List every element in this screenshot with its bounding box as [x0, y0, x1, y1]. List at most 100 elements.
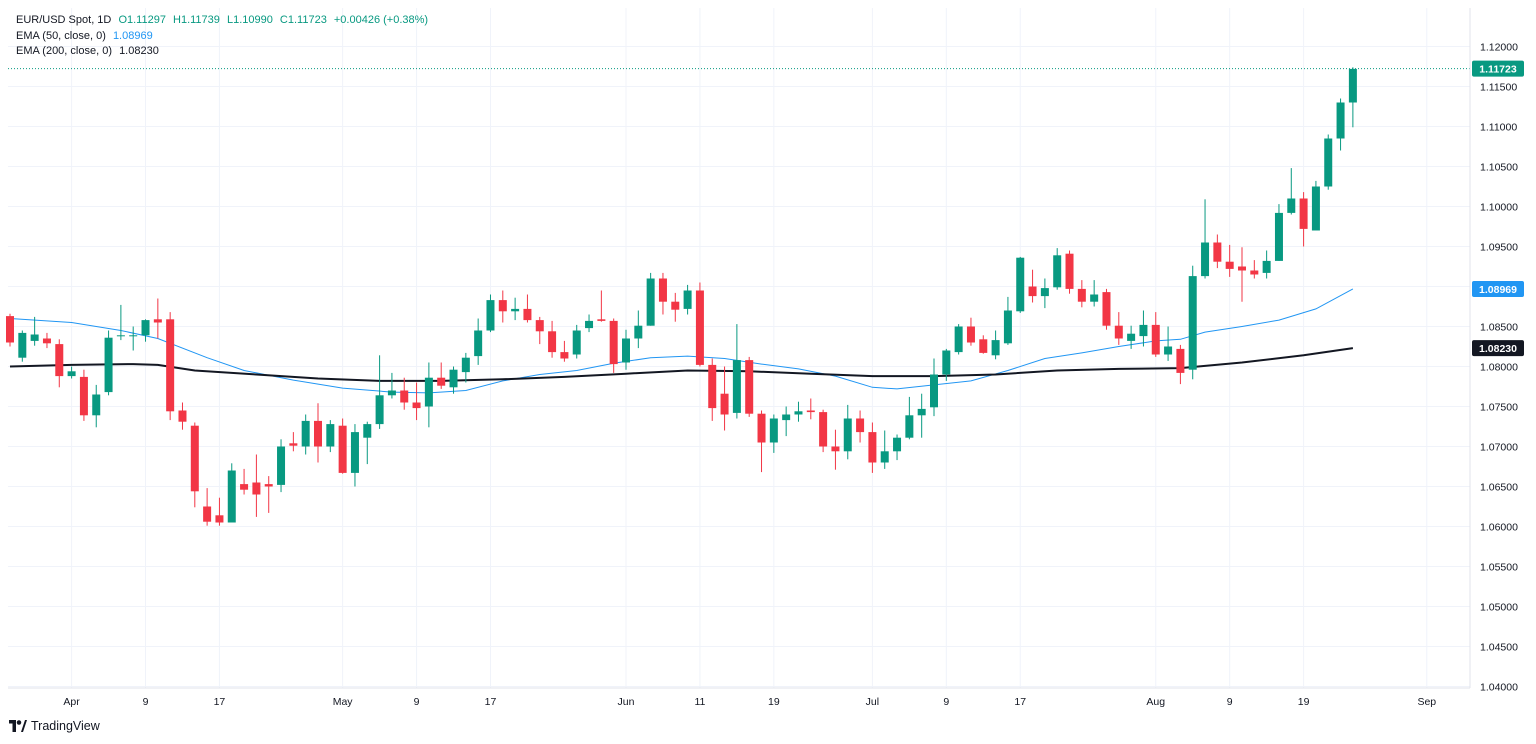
- candle-body: [1336, 102, 1345, 139]
- candle-body: [646, 278, 655, 326]
- candle-body: [732, 360, 741, 413]
- x-tick-label: 19: [1298, 696, 1310, 708]
- legend-open: O1.11297: [118, 14, 166, 26]
- candle-body: [683, 290, 692, 309]
- candle-body: [277, 446, 286, 485]
- candle-body: [498, 300, 507, 312]
- candles: [6, 67, 1357, 526]
- legend-ohlc-row[interactable]: EUR/USD Spot, 1D O1.11297 H1.11739 L1.10…: [16, 13, 428, 29]
- candle-body: [1127, 333, 1136, 341]
- candle-up: [1003, 296, 1012, 345]
- candle-up: [942, 348, 951, 381]
- candle-body: [523, 308, 532, 321]
- candle-body: [1287, 198, 1296, 213]
- candle-body: [622, 338, 630, 363]
- candle-body: [966, 326, 975, 343]
- candle-body: [548, 331, 557, 353]
- candle-body: [437, 377, 446, 386]
- candle-body: [1053, 255, 1062, 288]
- candle-down: [1250, 260, 1259, 279]
- x-tick-label: 17: [1014, 696, 1026, 708]
- candle-down: [289, 432, 298, 452]
- candle-body: [917, 408, 926, 416]
- y-tick-label: 1.12000: [1480, 42, 1518, 54]
- candle-down: [560, 340, 569, 362]
- badge-last-price: 1.11723: [1472, 60, 1524, 77]
- legend-ema50-row[interactable]: EMA (50, close, 0) 1.08969: [16, 29, 428, 45]
- candle-body: [215, 515, 224, 523]
- candle-up: [1336, 98, 1345, 151]
- candle-body: [708, 364, 717, 409]
- candle-body: [868, 432, 877, 463]
- candle-down: [1299, 192, 1308, 247]
- candle-up: [227, 463, 236, 523]
- candle-body: [67, 371, 76, 377]
- candle-down: [1028, 269, 1037, 303]
- badge-ema200: 1.08230: [1472, 340, 1524, 357]
- candle-body: [1274, 212, 1283, 261]
- candle-body: [658, 278, 667, 302]
- candle-down: [671, 292, 680, 322]
- candle-up: [954, 324, 963, 355]
- candle-body: [240, 484, 249, 490]
- y-tick-label: 1.11000: [1480, 122, 1517, 134]
- candle-down: [314, 403, 322, 463]
- candle-body: [609, 320, 618, 365]
- y-tick-label: 1.06500: [1480, 482, 1518, 494]
- candle-down: [55, 339, 64, 388]
- candle-up: [511, 297, 520, 321]
- candle-down: [166, 312, 175, 421]
- tradingview-logo-text: TradingView: [31, 719, 100, 733]
- candle-body: [905, 415, 914, 438]
- candle-down: [498, 290, 507, 323]
- candle-body: [671, 301, 680, 310]
- candle-body: [843, 418, 852, 452]
- candle-body: [1102, 292, 1111, 326]
- candle-body: [1065, 253, 1074, 289]
- legend-ema50-label: EMA (50, close, 0): [16, 29, 106, 42]
- y-tick-label: 1.10500: [1480, 162, 1518, 174]
- badge-ema200-bg: [1472, 340, 1524, 357]
- candle-body: [252, 482, 261, 495]
- candle-body: [314, 420, 322, 447]
- candle-up: [769, 414, 778, 453]
- candle-down: [548, 320, 557, 358]
- ema200-line: [9, 347, 1354, 382]
- ema-lines: [9, 288, 1354, 394]
- candle-body: [782, 414, 791, 421]
- candle-body: [227, 470, 236, 523]
- candle-body: [1324, 138, 1333, 187]
- y-tick-label: 1.05000: [1480, 602, 1518, 614]
- candle-up: [683, 284, 692, 315]
- legend-high: H1.11739: [173, 14, 220, 26]
- candle-down: [609, 318, 618, 373]
- candle-down: [79, 369, 88, 421]
- legend-change: +0.00426 (+0.38%): [333, 14, 429, 26]
- candle-down: [437, 362, 446, 389]
- y-tick-label: 1.11500: [1480, 82, 1517, 94]
- x-tick-label: Sep: [1417, 696, 1436, 708]
- x-tick-label: 9: [943, 696, 949, 708]
- candle-body: [1090, 294, 1099, 302]
- candle-down: [831, 429, 840, 470]
- candle-down: [1151, 312, 1160, 357]
- x-tick-label: Apr: [63, 696, 80, 708]
- legend-close: C1.11723: [279, 14, 327, 26]
- badge-ema50-bg: [1472, 280, 1524, 297]
- candle-body: [991, 340, 1000, 356]
- axes: 1.04000 1.04500 1.05000 1.05500 1.06000 1.065…: [8, 8, 1518, 708]
- candle-up: [622, 329, 630, 370]
- candle-up: [905, 396, 914, 440]
- candle-up: [1311, 180, 1320, 231]
- candle-body: [412, 402, 421, 409]
- legend-ema200-row[interactable]: EMA (200, close, 0) 1.08230: [16, 44, 428, 60]
- candle-up: [1016, 256, 1025, 313]
- candle-up: [30, 316, 39, 346]
- candle-up: [375, 355, 384, 429]
- candle-body: [695, 290, 704, 365]
- tradingview-logo[interactable]: TradingView: [9, 719, 100, 733]
- candle-body: [806, 410, 815, 413]
- chart-legend: EUR/USD Spot, 1D O1.11297 H1.11739 L1.10…: [16, 13, 428, 60]
- candle-body: [720, 393, 729, 415]
